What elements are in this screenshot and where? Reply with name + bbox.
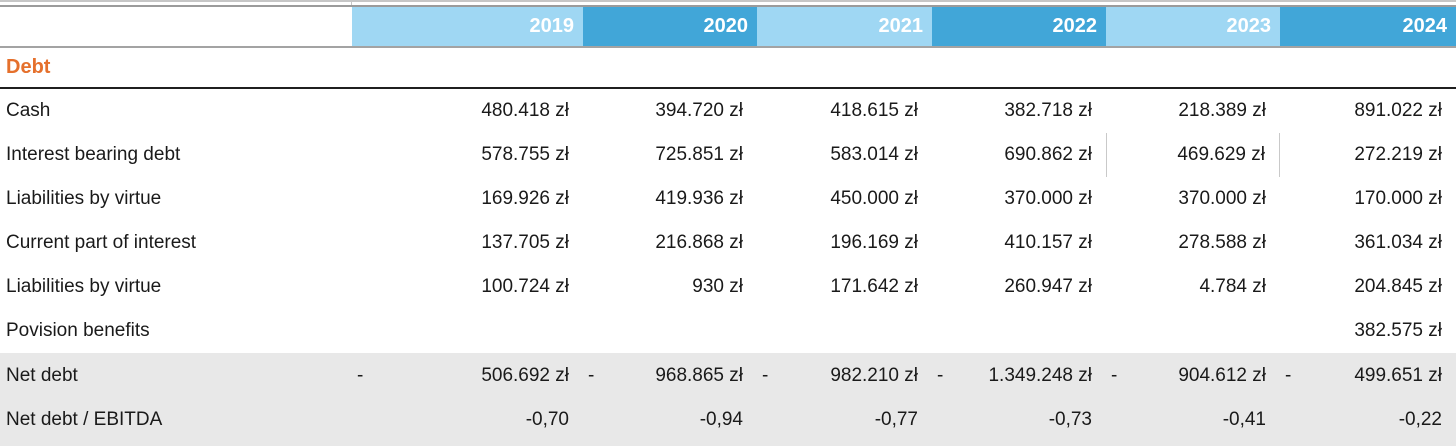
- year-header-2022[interactable]: 2022: [932, 7, 1106, 46]
- row-label-cell[interactable]: Cash: [6, 100, 51, 121]
- value-cell[interactable]: 382.575 zł: [1354, 320, 1442, 341]
- negative-minus-sign: -: [762, 364, 769, 386]
- empty-cell[interactable]: [352, 48, 583, 87]
- row-label-cell[interactable]: Net debt: [6, 364, 78, 386]
- value-cell[interactable]: - 506.692 zł: [352, 353, 583, 398]
- value-cell[interactable]: 370.000 zł: [1004, 188, 1092, 209]
- table-row: Current part of interest 137.705 zł 216.86…: [0, 221, 1456, 265]
- value-cell[interactable]: -0,73: [1048, 409, 1092, 430]
- column-gridline: [351, 2, 352, 5]
- year-header-2024[interactable]: 2024: [1280, 7, 1456, 46]
- table-row: Interest bearing debt 578.755 zł 725.851 z…: [0, 133, 1456, 177]
- negative-minus-sign: -: [588, 364, 595, 386]
- value-cell[interactable]: - 968.865 zł: [583, 353, 757, 398]
- value-cell[interactable]: 100.724 zł: [481, 276, 569, 297]
- value-cell[interactable]: 361.034 zł: [1354, 232, 1442, 253]
- row-label-cell[interactable]: Current part of interest: [6, 232, 197, 253]
- value-cell[interactable]: 260.947 zł: [1004, 276, 1092, 297]
- header-empty-cell[interactable]: [0, 7, 352, 46]
- value-cell[interactable]: - 1.349.248 zł: [932, 353, 1106, 398]
- empty-cell[interactable]: [583, 48, 757, 87]
- row-label-cell[interactable]: Liabilities by virtue: [6, 188, 162, 209]
- row-label-cell[interactable]: Povision benefits: [6, 320, 150, 341]
- value-cell[interactable]: 480.418 zł: [481, 100, 569, 121]
- table-row: Net debt -506.692 zł -968.865 zł -982.210 z…: [0, 353, 1456, 398]
- amount-text: 506.692 zł: [481, 364, 569, 386]
- value-cell[interactable]: 690.862 zł: [1004, 144, 1092, 165]
- value-cell[interactable]: 204.845 zł: [1354, 276, 1442, 297]
- year-header-2021[interactable]: 2021: [757, 7, 932, 46]
- value-cell[interactable]: 196.169 zł: [830, 232, 918, 253]
- value-cell[interactable]: 218.389 zł: [1178, 100, 1266, 121]
- value-cell[interactable]: 450.000 zł: [830, 188, 918, 209]
- amount-text: 904.612 zł: [1178, 364, 1266, 386]
- empty-cell[interactable]: [1106, 48, 1280, 87]
- value-cell[interactable]: 418.615 zł: [830, 100, 918, 121]
- value-cell[interactable]: 394.720 zł: [655, 100, 743, 121]
- value-cell[interactable]: [757, 309, 932, 353]
- value-cell[interactable]: 169.926 zł: [481, 188, 569, 209]
- empty-cell[interactable]: [932, 48, 1106, 87]
- section-row-debt: Debt: [0, 48, 1456, 89]
- value-cell[interactable]: 272.219 zł: [1354, 144, 1442, 165]
- value-cell[interactable]: [352, 309, 583, 353]
- negative-minus-sign: -: [1285, 364, 1292, 386]
- value-cell[interactable]: - 499.651 zł: [1280, 353, 1456, 398]
- empty-cell[interactable]: [1280, 48, 1456, 87]
- value-cell[interactable]: 930 zł: [692, 276, 743, 297]
- value-cell[interactable]: 410.157 zł: [1004, 232, 1092, 253]
- amount-text: 968.865 zł: [655, 364, 743, 386]
- value-cell[interactable]: 891.022 zł: [1354, 100, 1442, 121]
- table-row: Net debt / EBITDA -0,70 -0,94 -0,77 -0,73 -0,…: [0, 398, 1456, 446]
- value-cell[interactable]: - 982.210 zł: [757, 353, 932, 398]
- table-row: Liabilities by virtue 100.724 zł 930 zł 171…: [0, 265, 1456, 309]
- value-cell[interactable]: [932, 309, 1106, 353]
- value-cell[interactable]: [583, 309, 757, 353]
- value-cell[interactable]: - 904.612 zł: [1106, 353, 1280, 398]
- table-row: Liabilities by virtue 169.926 zł 419.936 z…: [0, 177, 1456, 221]
- value-cell[interactable]: [1106, 309, 1280, 353]
- value-cell[interactable]: -0,94: [699, 409, 743, 430]
- value-cell[interactable]: 171.642 zł: [830, 276, 918, 297]
- empty-cell[interactable]: [757, 48, 932, 87]
- year-header-2019[interactable]: 2019: [352, 7, 583, 46]
- negative-minus-sign: -: [357, 364, 364, 386]
- value-cell[interactable]: 170.000 zł: [1354, 188, 1442, 209]
- value-cell[interactable]: -0,41: [1222, 409, 1266, 430]
- row-label-cell[interactable]: Interest bearing debt: [6, 144, 181, 165]
- amount-text: 1.349.248 zł: [988, 364, 1092, 386]
- top-gridline-strip: [0, 0, 1456, 7]
- value-cell[interactable]: 583.014 zł: [830, 144, 918, 165]
- value-cell[interactable]: -0,77: [874, 409, 918, 430]
- row-label-cell[interactable]: Net debt / EBITDA: [6, 409, 163, 430]
- value-cell[interactable]: 137.705 zł: [481, 232, 569, 253]
- value-cell[interactable]: 4.784 zł: [1199, 276, 1266, 297]
- value-cell[interactable]: 370.000 zł: [1178, 188, 1266, 209]
- amount-text: 982.210 zł: [830, 364, 918, 386]
- year-header-2023[interactable]: 2023: [1106, 7, 1280, 46]
- value-cell[interactable]: -0,70: [525, 409, 569, 430]
- year-header-2020[interactable]: 2020: [583, 7, 757, 46]
- section-title-debt[interactable]: Debt: [6, 56, 51, 78]
- value-cell[interactable]: -0,22: [1398, 409, 1442, 430]
- negative-minus-sign: -: [937, 364, 944, 386]
- value-cell[interactable]: 578.755 zł: [481, 144, 569, 165]
- value-cell[interactable]: 216.868 zł: [655, 232, 743, 253]
- value-cell[interactable]: 382.718 zł: [1004, 100, 1092, 121]
- year-header-row: 2019 2020 2021 2022 2023 2024: [0, 7, 1456, 48]
- value-cell[interactable]: 725.851 zł: [655, 144, 743, 165]
- value-cell[interactable]: 278.588 zł: [1178, 232, 1266, 253]
- negative-minus-sign: -: [1111, 364, 1118, 386]
- row-label-cell[interactable]: Liabilities by virtue: [6, 276, 162, 297]
- table-body: Cash 480.418 zł 394.720 zł 418.615 zł 382.71…: [0, 89, 1456, 446]
- value-cell[interactable]: 419.936 zł: [655, 188, 743, 209]
- value-cell[interactable]: 469.629 zł: [1106, 133, 1280, 177]
- amount-text: 499.651 zł: [1354, 364, 1442, 386]
- table-row: Cash 480.418 zł 394.720 zł 418.615 zł 382.71…: [0, 89, 1456, 133]
- table-row: Povision benefits 382.575 zł: [0, 309, 1456, 353]
